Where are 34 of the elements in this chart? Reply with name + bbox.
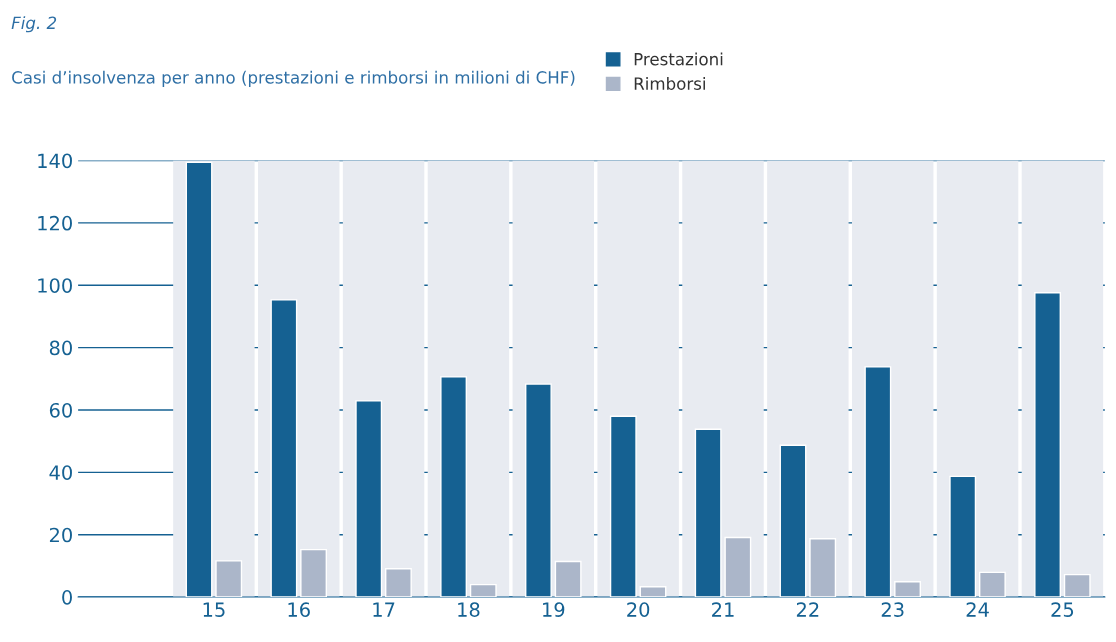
bar bbox=[978, 571, 1006, 598]
y-tick-label: 80 bbox=[49, 340, 72, 356]
x-tick-label: 24 bbox=[966, 602, 989, 617]
x-tick-label: 16 bbox=[288, 602, 310, 617]
text: Fig. 2 bbox=[11, 16, 57, 33]
bar bbox=[1063, 573, 1091, 598]
chart-subtitle: Casi d’insolvenza per anno (prestazioni e rimborsi in milioni di CHF) bbox=[12, 70, 575, 87]
y-tick-label: 60 bbox=[49, 402, 72, 418]
bar bbox=[469, 583, 497, 598]
bar bbox=[639, 586, 667, 598]
bar bbox=[724, 536, 752, 598]
y-tick-label: 100 bbox=[38, 278, 72, 293]
x-tick-label: 20 bbox=[627, 602, 650, 617]
x-tick-label: 19 bbox=[543, 602, 565, 617]
y-tick-label: 0 bbox=[62, 590, 72, 605]
x-tick-label: 22 bbox=[796, 602, 819, 617]
x-tick-label: 25 bbox=[1051, 602, 1074, 617]
x-tick-label: 21 bbox=[712, 602, 734, 617]
y-tick-label: 20 bbox=[49, 527, 72, 543]
legend-label: Rimborsi bbox=[634, 76, 705, 90]
bar bbox=[215, 560, 243, 598]
bar bbox=[554, 560, 582, 598]
bar bbox=[894, 581, 921, 598]
y-tick-label: 140 bbox=[38, 153, 72, 169]
y-tick-label: 40 bbox=[49, 465, 72, 480]
x-tick-label: 18 bbox=[458, 602, 480, 617]
x-tick-label: 15 bbox=[203, 602, 225, 617]
x-tick-label: 23 bbox=[881, 602, 904, 617]
x-tick-label: 17 bbox=[373, 602, 395, 617]
y-tick-label: 120 bbox=[38, 215, 72, 231]
bar bbox=[809, 538, 837, 598]
bar bbox=[385, 567, 412, 598]
bar bbox=[300, 548, 328, 598]
legend-label: Prestazioni bbox=[634, 52, 723, 66]
